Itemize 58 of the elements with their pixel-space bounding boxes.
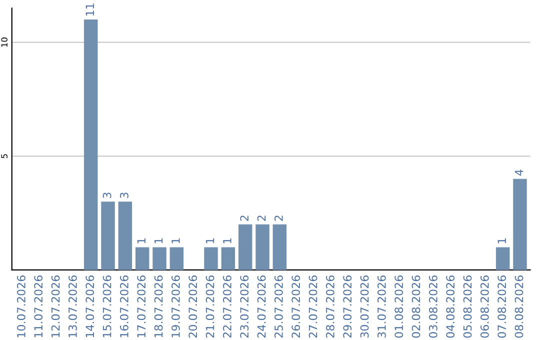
bar [118, 202, 132, 270]
x-tick-label: 06.08.2026 [480, 276, 489, 338]
data-label: 1 [206, 238, 214, 244]
data-label: 2 [257, 216, 266, 221]
data-label: 2 [240, 216, 248, 221]
x-tick-label: 11.07.2026 [34, 276, 43, 338]
x-tick-label: 26.07.2026 [292, 276, 300, 338]
x-tick-label: 10.07.2026 [17, 276, 26, 338]
x-tick-label: 28.07.2026 [326, 276, 334, 338]
x-tick-label: 25.07.2026 [274, 276, 283, 338]
x-tick-label: 24.07.2026 [257, 276, 266, 338]
x-tick-label: 04.08.2026 [446, 276, 455, 338]
bar [204, 247, 218, 270]
y-tick-label: 10 [1, 38, 8, 47]
x-tick-label: 19.07.2026 [171, 276, 180, 338]
bar [135, 247, 150, 270]
bar [152, 247, 166, 270]
x-tick-label: 14.07.2026 [86, 276, 94, 338]
x-tick-label: 16.07.2026 [120, 276, 128, 338]
data-label: 1 [137, 238, 146, 244]
bar [84, 20, 98, 270]
data-label: 2 [274, 216, 283, 221]
x-tick-label: 12.07.2026 [51, 276, 60, 338]
bar [496, 247, 510, 270]
bar [256, 224, 270, 270]
data-label: 1 [154, 238, 163, 244]
x-tick-label: 21.07.2026 [206, 276, 214, 338]
data-label: 4 [514, 170, 524, 176]
x-tick-label: 02.08.2026 [412, 276, 420, 338]
x-tick-label: 05.08.2026 [463, 276, 472, 338]
data-label: 1 [172, 238, 180, 244]
x-tick-label: 31.07.2026 [377, 276, 386, 338]
data-label: 1 [498, 238, 506, 244]
x-tick-label: 07.08.2026 [498, 276, 506, 338]
bar [170, 247, 184, 270]
bar [101, 202, 115, 270]
y-tick-label: 5 [1, 154, 8, 158]
x-tick-label: 15.07.2026 [102, 276, 112, 338]
x-tick-label: 29.07.2026 [343, 276, 352, 338]
data-label: 11 [86, 4, 94, 16]
x-tick-label: 30.07.2026 [360, 276, 369, 338]
x-tick-label: 23.07.2026 [240, 276, 249, 338]
x-tick-label: 20.07.2026 [188, 276, 198, 338]
x-tick-label: 08.08.2026 [514, 276, 524, 338]
x-tick-label: 22.07.2026 [222, 276, 232, 338]
bar [513, 178, 527, 270]
bar [272, 224, 287, 270]
data-label: 3 [102, 192, 112, 198]
x-tick-label: 17.07.2026 [137, 276, 146, 338]
x-tick-label: 27.07.2026 [308, 276, 318, 338]
x-tick-label: 03.08.2026 [428, 276, 438, 338]
bar [221, 247, 236, 270]
x-tick-label: 18.07.2026 [154, 276, 163, 338]
x-tick-label: 13.07.2026 [68, 276, 77, 338]
x-tick-label: 01.08.2026 [394, 276, 404, 338]
data-label: 1 [223, 238, 232, 244]
data-label: 3 [120, 192, 128, 198]
bar [238, 224, 252, 270]
